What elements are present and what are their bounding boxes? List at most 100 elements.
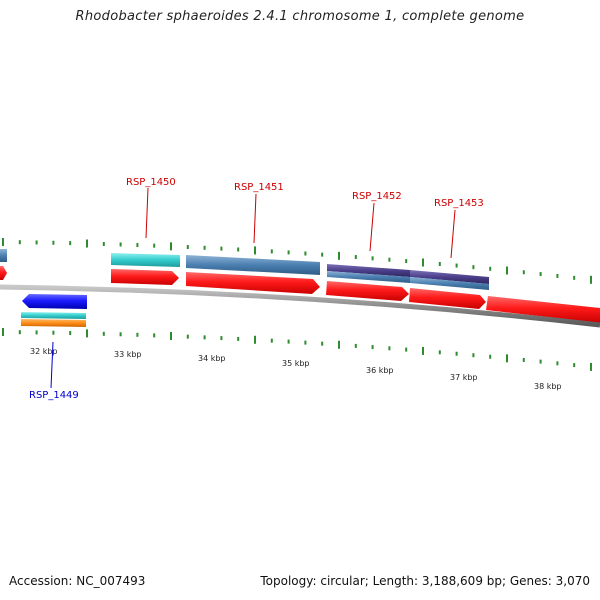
major-tick	[86, 239, 88, 248]
minor-tick	[388, 257, 391, 262]
cds-feature[interactable]	[21, 312, 86, 319]
leader-line	[253, 193, 257, 244]
gene-arrow[interactable]	[111, 269, 179, 285]
major-tick	[254, 246, 256, 255]
minor-tick	[119, 332, 122, 337]
minor-tick	[539, 359, 542, 364]
gene-label[interactable]: RSP_1453	[434, 198, 484, 209]
cds-feature[interactable]	[111, 253, 180, 267]
gene-arrow[interactable]	[409, 288, 486, 309]
accession-label: Accession: NC_007493	[9, 574, 146, 588]
minor-tick	[354, 255, 357, 260]
minor-tick	[203, 245, 206, 250]
gene-arrow[interactable]	[186, 272, 320, 294]
gene-arrow-reverse[interactable]	[22, 294, 87, 309]
tick-label: 32 kbp	[30, 347, 58, 356]
genome-title: Rhodobacter sphaeroides 2.4.1 chromosome…	[75, 9, 525, 24]
minor-tick	[136, 332, 139, 337]
cds-feature[interactable]	[410, 277, 489, 290]
minor-tick	[321, 341, 324, 346]
gene-label[interactable]: RSP_1450	[126, 177, 176, 188]
minor-tick	[522, 270, 525, 275]
kbp-tick-labels: 32 kbp 33 kbp 34 kbp 35 kbp 36 kbp 37 kb…	[30, 347, 562, 391]
gene-label[interactable]: RSP_1452	[352, 191, 402, 202]
minor-tick	[304, 251, 307, 256]
minor-tick	[573, 275, 576, 280]
minor-tick	[405, 259, 408, 264]
minor-tick	[438, 350, 441, 355]
outer-tick-ring	[2, 238, 592, 284]
minor-tick	[287, 250, 290, 255]
cds-track-forward	[0, 249, 489, 290]
cds-feature[interactable]	[21, 319, 86, 327]
tick-label: 35 kbp	[282, 359, 310, 368]
minor-tick	[136, 243, 139, 248]
minor-tick	[556, 273, 559, 278]
tick-label: 36 kbp	[366, 366, 394, 375]
major-tick	[590, 275, 592, 284]
minor-tick	[102, 241, 105, 246]
minor-tick	[304, 340, 307, 345]
minor-tick	[237, 247, 240, 252]
minor-tick	[102, 331, 105, 336]
tick-label: 33 kbp	[114, 350, 142, 359]
minor-tick	[270, 249, 273, 254]
minor-tick	[220, 246, 223, 251]
minor-tick	[489, 266, 492, 271]
major-tick	[338, 251, 340, 260]
minor-tick	[186, 245, 189, 250]
minor-tick	[472, 353, 475, 358]
minor-tick	[573, 363, 576, 368]
major-tick	[422, 346, 424, 355]
minor-tick	[371, 256, 374, 261]
minor-tick	[18, 240, 21, 245]
cds-feature[interactable]	[327, 264, 410, 277]
minor-tick	[455, 351, 458, 356]
minor-tick	[556, 361, 559, 366]
minor-tick	[539, 272, 542, 277]
gene-track-reverse	[21, 294, 87, 327]
minor-tick	[388, 346, 391, 351]
minor-tick	[35, 330, 38, 335]
minor-tick	[69, 331, 72, 336]
minor-tick	[237, 336, 240, 341]
major-tick	[422, 258, 424, 267]
leader-line	[145, 187, 149, 239]
minor-tick	[489, 354, 492, 359]
genome-backbone	[0, 284, 600, 328]
minor-tick	[354, 343, 357, 348]
leader-line	[369, 202, 375, 252]
gene-arrow[interactable]	[486, 296, 600, 323]
gene-label[interactable]: RSP_1449	[29, 390, 79, 401]
major-tick	[254, 335, 256, 344]
minor-tick	[186, 334, 189, 339]
minor-tick	[438, 262, 441, 267]
major-tick	[170, 242, 172, 251]
major-tick	[506, 266, 508, 275]
tick-label: 38 kbp	[534, 382, 562, 391]
major-tick	[506, 354, 508, 363]
gene-label[interactable]: RSP_1451	[234, 182, 284, 193]
leader-line	[50, 341, 54, 389]
minor-tick	[472, 265, 475, 270]
minor-tick	[52, 330, 55, 335]
gene-labels: RSP_1450 RSP_1451 RSP_1452 RSP_1453 RSP_…	[29, 177, 484, 401]
cds-feature[interactable]	[0, 249, 7, 262]
cds-feature[interactable]	[327, 271, 410, 283]
gene-arrow[interactable]	[326, 281, 409, 301]
minor-tick	[153, 243, 156, 248]
major-tick	[86, 329, 88, 338]
minor-tick	[405, 347, 408, 352]
cds-feature[interactable]	[410, 270, 489, 284]
leader-line	[450, 209, 456, 259]
minor-tick	[69, 241, 72, 246]
minor-tick	[220, 336, 223, 341]
minor-tick	[18, 330, 21, 335]
minor-tick	[522, 357, 525, 362]
minor-tick	[270, 338, 273, 343]
minor-tick	[371, 345, 374, 350]
minor-tick	[119, 242, 122, 247]
cds-feature[interactable]	[186, 255, 320, 275]
gene-arrow[interactable]	[0, 266, 7, 280]
